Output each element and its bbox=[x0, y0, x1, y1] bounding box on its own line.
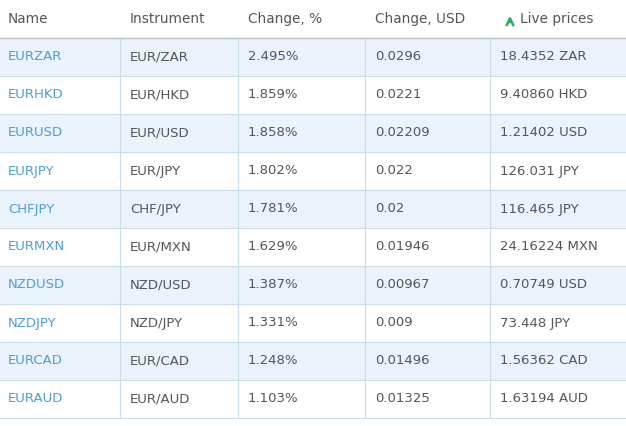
Bar bbox=[0, 380, 626, 418]
Text: Change, %: Change, % bbox=[248, 12, 322, 26]
Text: CHF/JPY: CHF/JPY bbox=[130, 202, 181, 216]
Text: EUR/USD: EUR/USD bbox=[130, 127, 190, 139]
Text: 18.4352 ZAR: 18.4352 ZAR bbox=[500, 51, 587, 63]
Text: 1.858%: 1.858% bbox=[248, 127, 299, 139]
Text: NZDJPY: NZDJPY bbox=[8, 317, 56, 329]
Text: EUR/AUD: EUR/AUD bbox=[130, 392, 190, 406]
Bar bbox=[0, 190, 626, 228]
Text: EURMXN: EURMXN bbox=[8, 241, 65, 253]
Text: 1.248%: 1.248% bbox=[248, 354, 299, 368]
Text: 0.0221: 0.0221 bbox=[375, 89, 421, 101]
Text: 1.331%: 1.331% bbox=[248, 317, 299, 329]
Text: 1.21402 USD: 1.21402 USD bbox=[500, 127, 587, 139]
Text: 0.0296: 0.0296 bbox=[375, 51, 421, 63]
Text: EURZAR: EURZAR bbox=[8, 51, 63, 63]
Text: 1.629%: 1.629% bbox=[248, 241, 299, 253]
Text: 1.802%: 1.802% bbox=[248, 164, 299, 178]
Bar bbox=[0, 342, 626, 380]
Bar bbox=[0, 0, 626, 38]
Bar bbox=[0, 304, 626, 342]
Text: Name: Name bbox=[8, 12, 48, 26]
Text: 0.02209: 0.02209 bbox=[375, 127, 429, 139]
Text: 116.465 JPY: 116.465 JPY bbox=[500, 202, 578, 216]
Text: 0.009: 0.009 bbox=[375, 317, 413, 329]
Text: Change, USD: Change, USD bbox=[375, 12, 465, 26]
Text: NZD/JPY: NZD/JPY bbox=[130, 317, 183, 329]
Bar bbox=[0, 152, 626, 190]
Text: 1.387%: 1.387% bbox=[248, 279, 299, 291]
Text: 2.495%: 2.495% bbox=[248, 51, 299, 63]
Text: EURHKD: EURHKD bbox=[8, 89, 64, 101]
Text: EUR/CAD: EUR/CAD bbox=[130, 354, 190, 368]
Bar bbox=[0, 228, 626, 266]
Text: 1.56362 CAD: 1.56362 CAD bbox=[500, 354, 588, 368]
Text: 1.781%: 1.781% bbox=[248, 202, 299, 216]
Text: 1.859%: 1.859% bbox=[248, 89, 299, 101]
Text: 9.40860 HKD: 9.40860 HKD bbox=[500, 89, 587, 101]
Text: EURAUD: EURAUD bbox=[8, 392, 63, 406]
Text: 1.103%: 1.103% bbox=[248, 392, 299, 406]
Text: EUR/ZAR: EUR/ZAR bbox=[130, 51, 189, 63]
Text: EURCAD: EURCAD bbox=[8, 354, 63, 368]
Text: NZD/USD: NZD/USD bbox=[130, 279, 192, 291]
Text: 126.031 JPY: 126.031 JPY bbox=[500, 164, 579, 178]
Text: EUR/JPY: EUR/JPY bbox=[130, 164, 181, 178]
Text: 0.01496: 0.01496 bbox=[375, 354, 429, 368]
Text: Live prices: Live prices bbox=[520, 12, 593, 26]
Text: 0.01946: 0.01946 bbox=[375, 241, 429, 253]
Text: 0.01325: 0.01325 bbox=[375, 392, 430, 406]
Text: 24.16224 MXN: 24.16224 MXN bbox=[500, 241, 598, 253]
Text: EURJPY: EURJPY bbox=[8, 164, 54, 178]
Text: 0.00967: 0.00967 bbox=[375, 279, 429, 291]
Text: Instrument: Instrument bbox=[130, 12, 205, 26]
Text: EURUSD: EURUSD bbox=[8, 127, 63, 139]
Bar bbox=[0, 114, 626, 152]
Text: 0.022: 0.022 bbox=[375, 164, 413, 178]
Text: 0.70749 USD: 0.70749 USD bbox=[500, 279, 587, 291]
Text: NZDUSD: NZDUSD bbox=[8, 279, 65, 291]
Text: 0.02: 0.02 bbox=[375, 202, 404, 216]
Bar bbox=[0, 38, 626, 76]
Text: 1.63194 AUD: 1.63194 AUD bbox=[500, 392, 588, 406]
Text: CHFJPY: CHFJPY bbox=[8, 202, 54, 216]
Text: EUR/MXN: EUR/MXN bbox=[130, 241, 192, 253]
Text: 73.448 JPY: 73.448 JPY bbox=[500, 317, 570, 329]
Bar bbox=[0, 266, 626, 304]
Bar bbox=[0, 76, 626, 114]
Text: EUR/HKD: EUR/HKD bbox=[130, 89, 190, 101]
